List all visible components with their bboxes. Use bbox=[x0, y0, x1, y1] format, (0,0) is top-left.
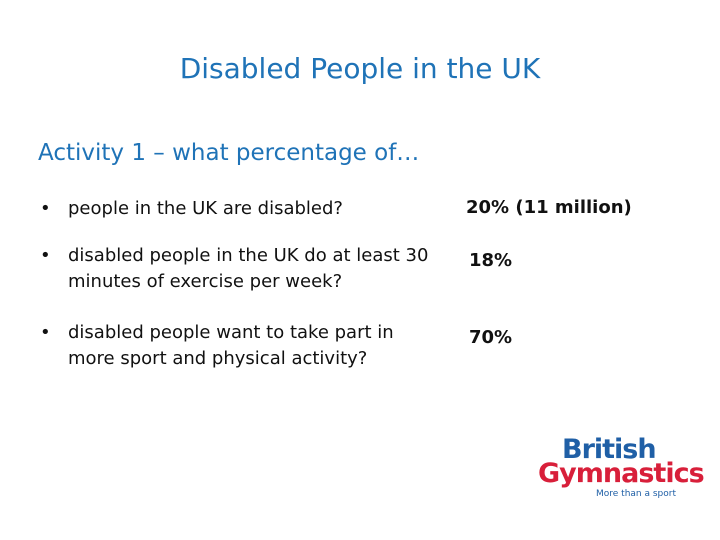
bullet-icon: • bbox=[40, 198, 51, 219]
logo-text-gymnastics: Gymnastics bbox=[538, 458, 705, 489]
bullet-icon: • bbox=[40, 245, 51, 266]
answer-value: 70% bbox=[469, 327, 513, 348]
question-item-2: • disabled people in the UK do at least … bbox=[40, 243, 430, 295]
slide-title: Disabled People in the UK bbox=[179, 52, 541, 85]
question-text: people in the UK are disabled? bbox=[68, 198, 343, 219]
question-item-3: • disabled people want to take part in m… bbox=[40, 320, 430, 372]
logo-tagline: More than a sport bbox=[596, 489, 676, 499]
question-item-1: • people in the UK are disabled? bbox=[40, 196, 400, 222]
question-text: disabled people in the UK do at least 30… bbox=[68, 245, 429, 292]
activity-heading: Activity 1 – what percentage of… bbox=[38, 140, 420, 166]
answer-value: 18% bbox=[469, 250, 513, 271]
british-gymnastics-logo: British Gymnastics More than a sport bbox=[538, 434, 705, 500]
answer-value: 20% (11 million) bbox=[466, 197, 632, 218]
logo-text-british: British bbox=[562, 434, 657, 465]
question-text: disabled people want to take part in mor… bbox=[68, 322, 394, 369]
bullet-icon: • bbox=[40, 322, 51, 343]
